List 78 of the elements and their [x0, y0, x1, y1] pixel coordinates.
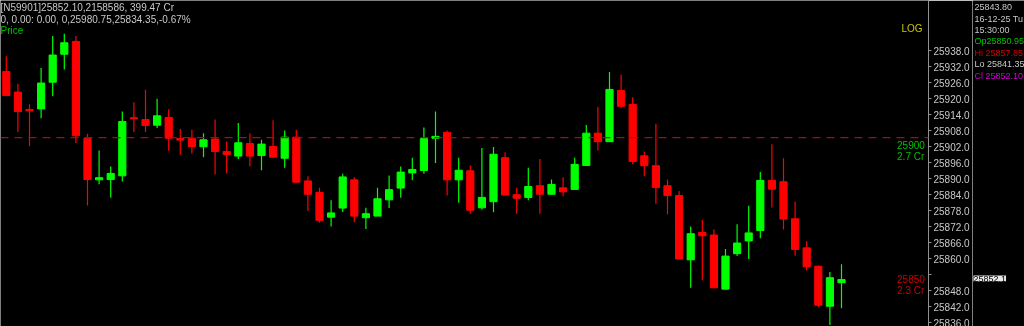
text: Lo 25841.35	[974, 58, 1024, 69]
candlestick	[431, 110, 440, 164]
candlestick	[733, 223, 742, 257]
candlestick	[95, 149, 104, 185]
text: Cl 25852.10	[974, 70, 1024, 81]
candlestick	[164, 108, 173, 152]
candlestick	[327, 199, 336, 228]
annotation: 2.7 Cr	[897, 151, 925, 162]
candlestick	[141, 89, 150, 133]
candlestick	[663, 178, 672, 215]
candlestick	[269, 119, 278, 158]
y-tick-label: 25860.0	[933, 253, 971, 265]
y-tick-label: 25932.0	[933, 61, 971, 73]
candlestick	[373, 187, 382, 217]
annotation: LOG	[901, 23, 923, 34]
text: 25852.1	[973, 273, 1007, 284]
candlestick	[524, 167, 533, 201]
candlestick	[559, 176, 568, 197]
candlestick	[396, 165, 405, 199]
candlestick	[593, 106, 602, 152]
annotation: 25900	[897, 139, 926, 151]
candlestick	[25, 103, 34, 147]
annotation: 25850	[897, 273, 926, 285]
y-tick-label: 25938.0	[933, 45, 971, 57]
y-tick-label: 25902.0	[933, 141, 971, 153]
candlestick	[245, 132, 254, 167]
candlestick	[187, 129, 196, 155]
y-tick-label: 25866.0	[933, 237, 971, 249]
annotation: 2.3 Cr	[897, 285, 925, 296]
candlestick	[802, 240, 811, 272]
chart-title: [N59901]25852.10,2158586, 399.47 Cr	[0, 2, 175, 13]
y-tick-label: 25920.0	[933, 93, 971, 105]
candlestick	[640, 150, 649, 177]
y-tick-label: 25878.0	[933, 205, 971, 217]
candlestick	[13, 83, 22, 133]
candlestick	[477, 147, 486, 211]
candlestick	[651, 123, 660, 205]
candlestick	[211, 118, 220, 176]
candlestick	[153, 98, 162, 129]
candlestick	[176, 128, 185, 156]
candlestick	[454, 157, 463, 204]
candlestick	[303, 175, 312, 212]
y-tick-label: 25908.0	[933, 125, 971, 137]
y-tick-label: 25896.0	[933, 157, 971, 169]
candlestick	[617, 73, 626, 109]
text: 0, 0.00: 0.00, 0,25980.75,25834.35,-0.67%	[0, 14, 191, 25]
candlestick	[744, 205, 753, 260]
text: 15:30:00	[974, 24, 1010, 35]
text: 16-12-25 Tu	[974, 13, 1024, 24]
candlestick	[106, 165, 115, 199]
y-tick-label: 25926.0	[933, 77, 971, 89]
y-tick-label: 25842.0	[933, 301, 971, 313]
candlestick	[257, 139, 266, 171]
candlestick	[535, 158, 544, 215]
candlestick	[361, 207, 370, 230]
text: Op25850.95	[974, 35, 1024, 46]
candlestick	[199, 132, 208, 158]
y-tick-label: 25872.0	[933, 221, 971, 233]
y-tick-label: 25836.0	[933, 317, 971, 326]
annotation: Price	[0, 25, 24, 36]
candlestick	[408, 157, 417, 181]
candlestick	[60, 33, 69, 71]
text: 25843.80	[974, 1, 1013, 12]
candlestick	[222, 140, 231, 175]
candlestick	[234, 122, 243, 160]
candlestick	[2, 55, 11, 97]
y-tick-label: 25884.0	[933, 189, 971, 201]
candlestick	[385, 174, 394, 209]
candlestick	[129, 101, 138, 133]
y-tick-label: 25848.0	[933, 285, 971, 297]
candlestick	[280, 129, 289, 169]
candlestick	[837, 263, 846, 309]
candlestick	[698, 219, 707, 281]
candlestick	[512, 187, 521, 215]
candlestick	[767, 143, 776, 209]
y-tick-label: 25914.0	[933, 109, 971, 121]
y-tick-label: 25890.0	[933, 173, 971, 185]
text: Hi 25857.85	[974, 47, 1024, 58]
